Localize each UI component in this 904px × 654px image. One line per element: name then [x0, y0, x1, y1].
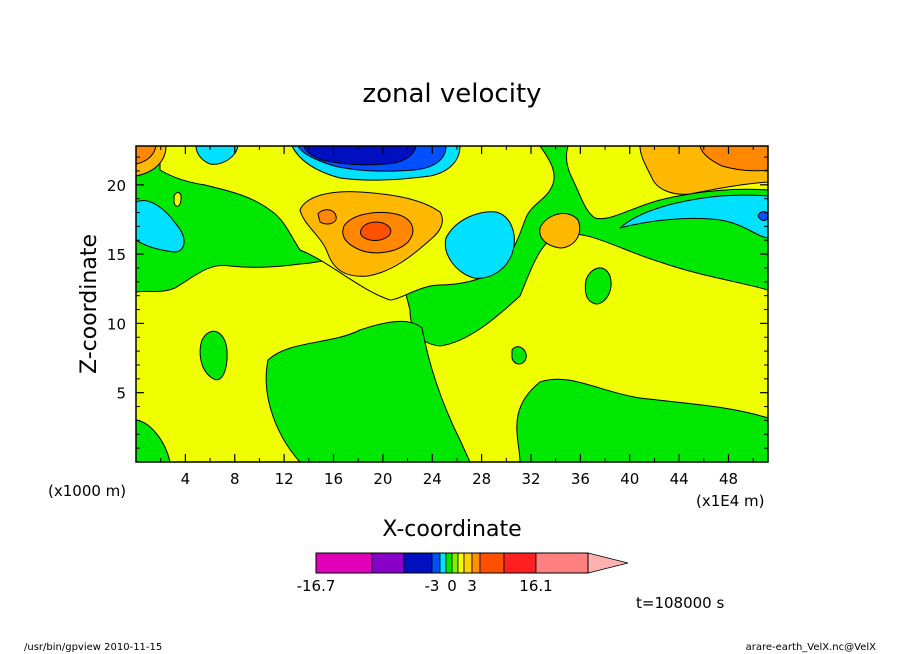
colorbar-swatch	[457, 552, 465, 574]
colorbar-swatch	[315, 552, 373, 574]
colorbar-swatch	[371, 552, 405, 574]
colorbar-outline	[315, 552, 589, 574]
x-tick-label: 16	[324, 470, 343, 488]
orange-region-top-right	[699, 146, 768, 172]
footer-left: /usr/bin/gpview 2010-11-15	[24, 642, 162, 653]
blue-dot-right	[757, 211, 768, 221]
contour-field	[136, 146, 768, 462]
plot-frame	[135, 145, 769, 463]
colorbar-label: 0	[447, 577, 457, 595]
x-tick-label: 48	[719, 470, 738, 488]
x-unit-right: (x1E4 m)	[696, 492, 765, 510]
colorbar-label: -3	[425, 577, 440, 595]
colorbar-swatch	[535, 552, 589, 574]
y-tick-label: 15	[107, 246, 126, 264]
y-tick-label: 10	[107, 315, 126, 333]
x-tick-label: 8	[230, 470, 240, 488]
green-island-small	[511, 346, 527, 365]
colorbar-label: 3	[467, 577, 477, 595]
gold-island-right	[539, 213, 581, 249]
cyan-region-left	[136, 200, 185, 253]
footer-right: arare-earth_VelX.nc@VelX	[746, 642, 877, 653]
x-unit-left: (x1000 m)	[48, 482, 126, 500]
x-tick-label: 40	[620, 470, 639, 488]
colorbar-swatch	[471, 552, 481, 574]
cyan-region-center	[444, 211, 515, 279]
cyan-region-top-left	[195, 146, 239, 165]
green-island-right	[584, 267, 612, 305]
time-label: t=108000 s	[636, 594, 724, 612]
colorbar-arrow	[587, 552, 629, 574]
x-tick-label: 12	[275, 470, 294, 488]
orange-island-left	[317, 209, 337, 225]
x-tick-label: 24	[423, 470, 442, 488]
colorbar-swatch	[403, 552, 433, 574]
green-region-bottomright	[516, 378, 768, 462]
colorbar-swatch	[431, 552, 441, 574]
colorbar-label: 16.1	[519, 577, 552, 595]
colorbar-swatch	[503, 552, 537, 574]
x-tick-label: 32	[521, 470, 540, 488]
colorbar-swatch	[439, 552, 447, 574]
x-tick-label: 36	[571, 470, 590, 488]
green-region-lower	[265, 320, 471, 462]
chart-title: zonal velocity	[362, 79, 541, 109]
cyan-region-right	[619, 194, 768, 239]
red-region-center	[359, 221, 392, 241]
green-island-left	[199, 330, 228, 381]
y-axis-title: Z-coordinate	[77, 234, 102, 374]
x-axis-title: X-coordinate	[382, 517, 521, 542]
axis-ticks	[136, 146, 768, 462]
colorbar-swatch	[463, 552, 473, 574]
y-tick-label: 20	[107, 177, 126, 195]
yellow-island-left	[173, 192, 182, 207]
green-region-bottomleft	[136, 419, 171, 462]
x-tick-label: 28	[472, 470, 491, 488]
x-tick-label: 20	[373, 470, 392, 488]
darkblue-region-jet	[303, 146, 417, 166]
colorbar-labels: -16.7 -3 0 3 16.1	[297, 577, 553, 595]
colorbar	[315, 552, 629, 574]
colorbar-swatch	[451, 552, 459, 574]
colorbar-swatch	[445, 552, 453, 574]
y-tick-label: 5	[116, 385, 126, 403]
colorbar-swatch	[479, 552, 505, 574]
x-tick-label: 44	[670, 470, 689, 488]
colorbar-label: -16.7	[297, 577, 336, 595]
x-tick-label: 4	[181, 470, 191, 488]
